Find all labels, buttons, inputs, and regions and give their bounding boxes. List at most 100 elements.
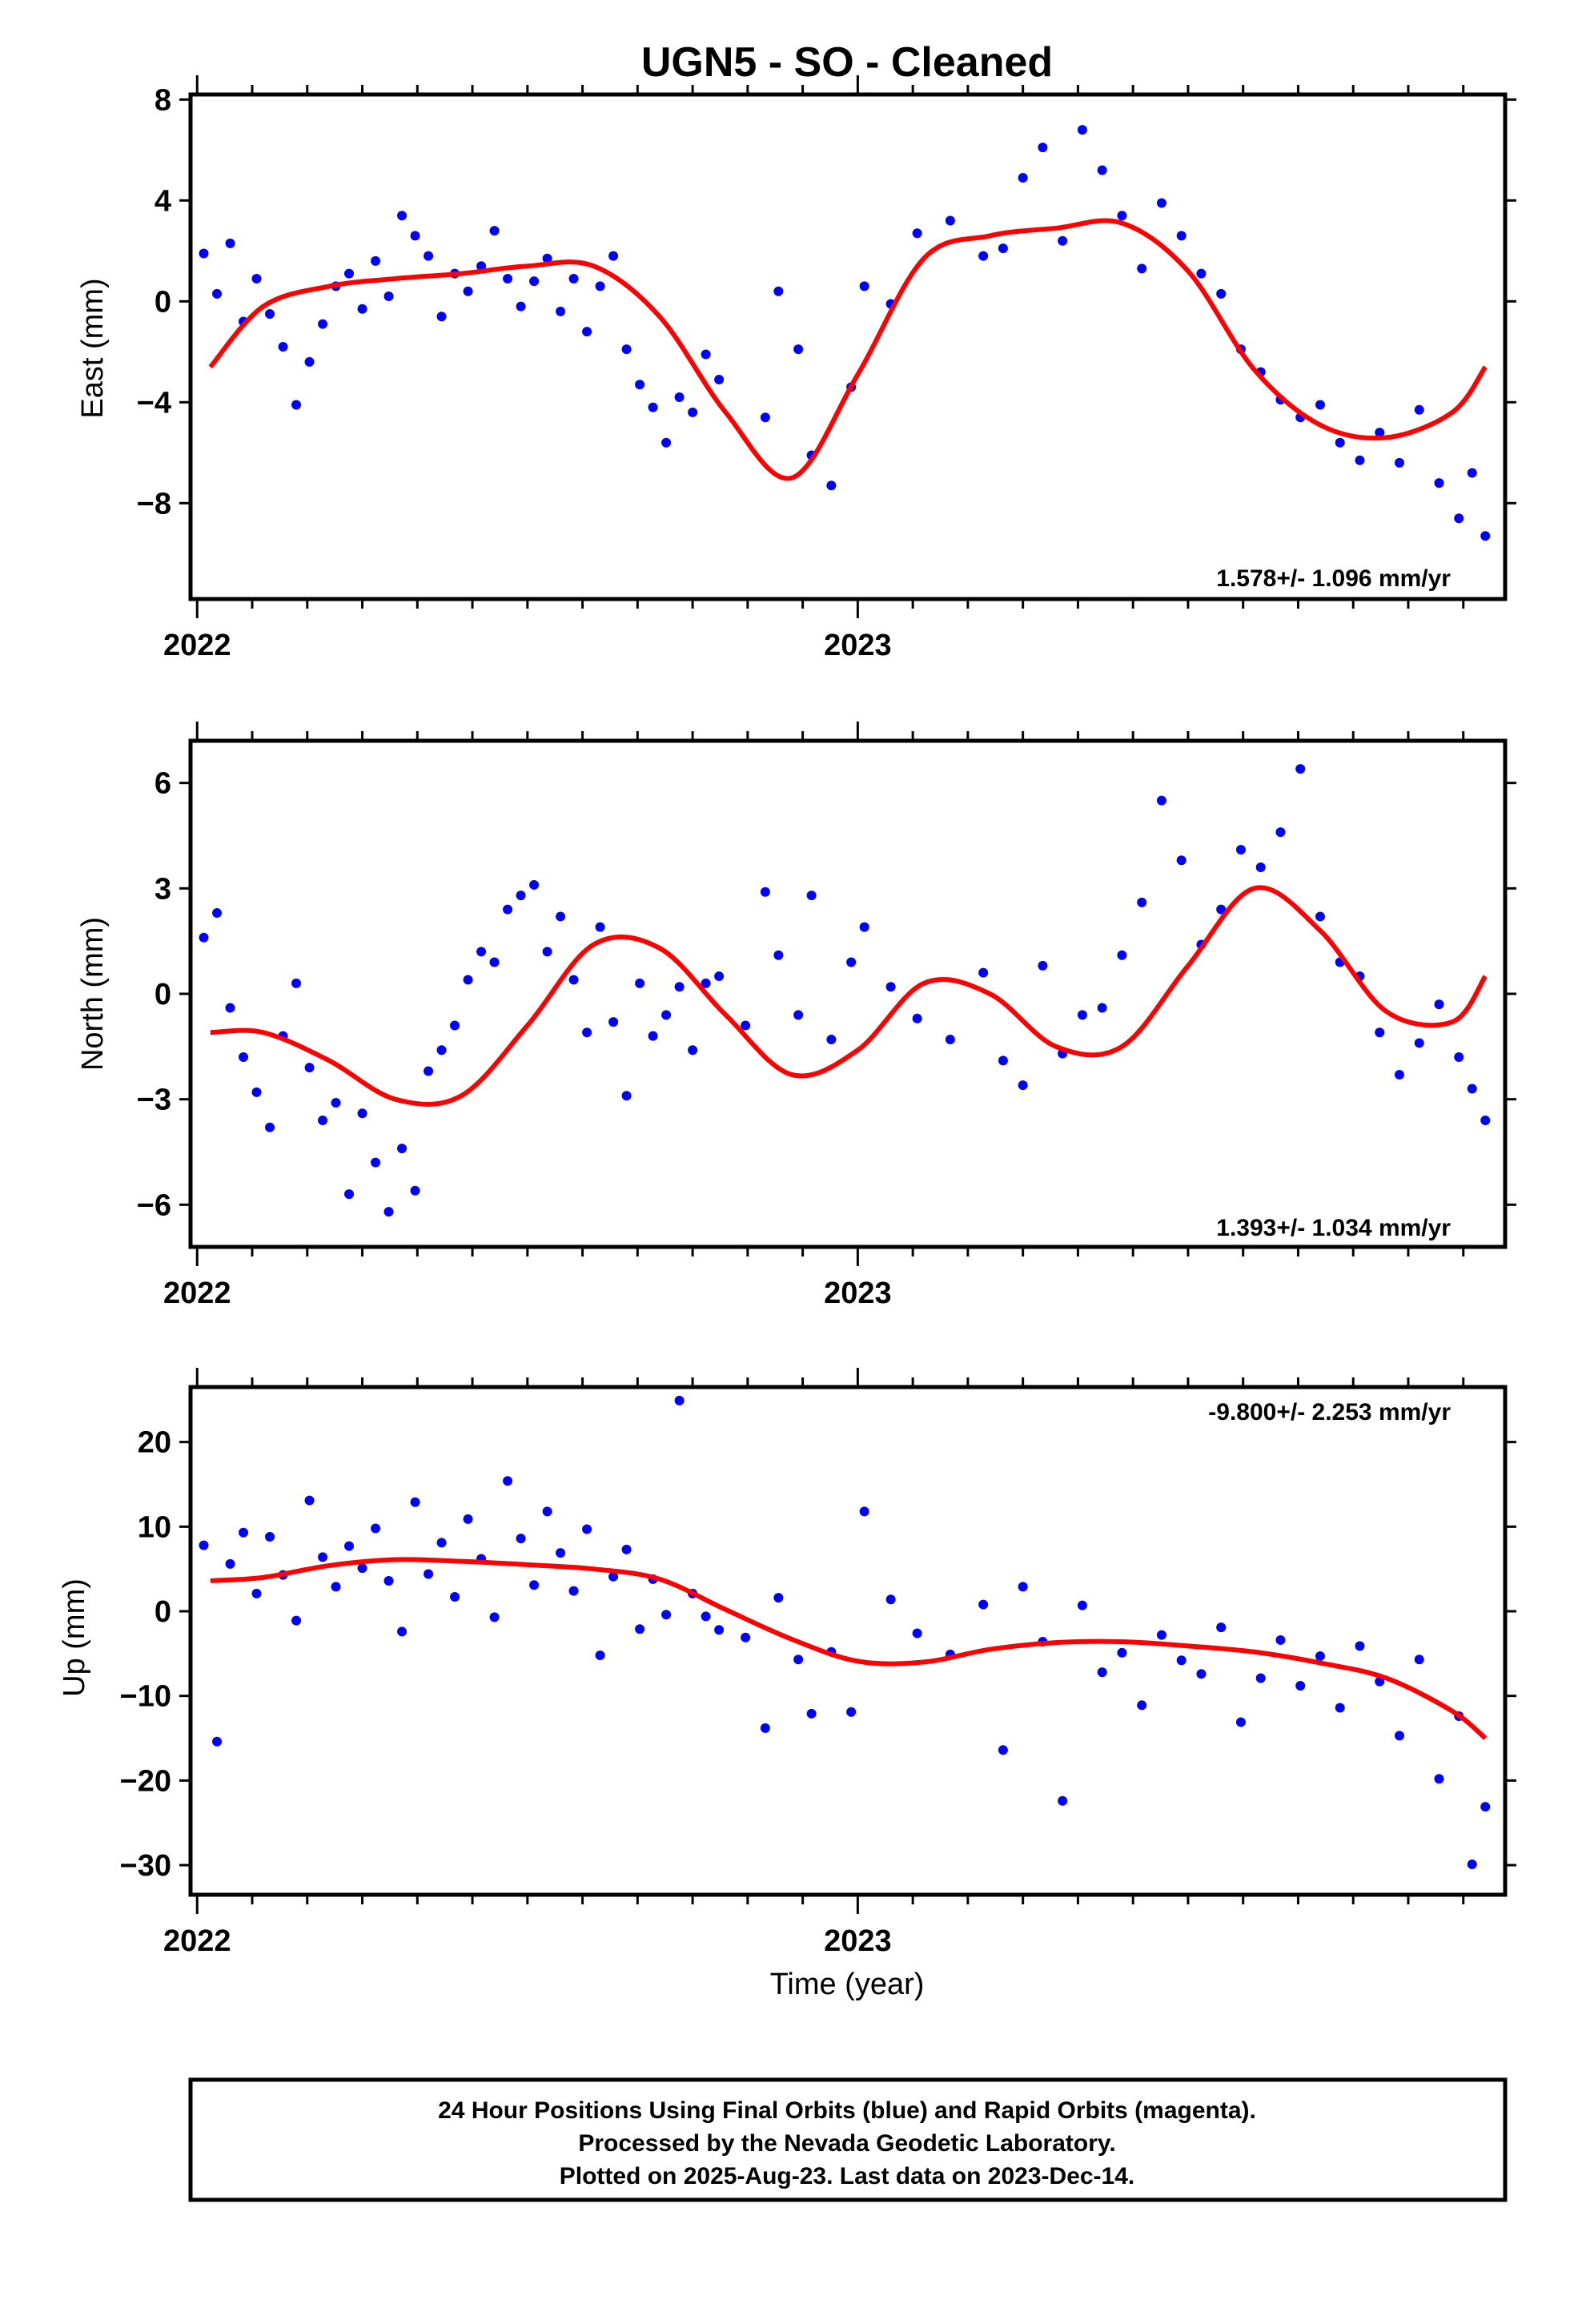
east-data-point (476, 261, 487, 271)
north-data-point (1156, 795, 1166, 806)
north-ytick-label: −3 (137, 1084, 171, 1117)
east-data-point (635, 380, 645, 390)
up-data-point (556, 1548, 566, 1558)
east-data-point (859, 281, 869, 292)
up-rate-label: -9.800+/- 2.253 mm/yr (1208, 1399, 1451, 1425)
east-data-point (529, 276, 540, 287)
east-data-point (1375, 428, 1385, 438)
north-data-point (424, 1066, 434, 1076)
east-data-point (1038, 143, 1048, 153)
east-data-point (661, 437, 672, 448)
north-xtick-label: 2023 (824, 1277, 892, 1310)
north-ticks (179, 722, 1516, 1266)
north-data-point (648, 1031, 658, 1041)
east-data-point (397, 211, 408, 221)
east-data-point (556, 306, 566, 316)
north-fit-curve (210, 885, 1488, 1107)
east-frame (188, 92, 1508, 601)
east-y-axis-label: East (mm) (76, 278, 110, 418)
east-data-point (503, 273, 513, 283)
up-data-point (516, 1534, 526, 1544)
east-data-point (773, 286, 784, 296)
up-data-point (371, 1523, 381, 1534)
north-data-point (1077, 1010, 1087, 1020)
north-data-point (826, 1035, 837, 1045)
east-data-point (1355, 455, 1365, 465)
up-data-point (463, 1514, 473, 1524)
north-data-point (1176, 855, 1186, 866)
up-frame (188, 1385, 1508, 1897)
east-data-point (1480, 531, 1491, 541)
up-data-point (251, 1588, 262, 1598)
north-data-point (199, 932, 209, 943)
east-data-point (383, 292, 394, 301)
north-data-point (701, 978, 711, 988)
north-data-point (291, 978, 302, 988)
north-data-point (912, 1013, 922, 1023)
north-data-point (1235, 845, 1246, 855)
east-ticks (179, 75, 1516, 618)
north-data-point (621, 1091, 632, 1101)
north-panel: 6 3 0 −3 −6 2022 2023 North (mm) 1.393+/- 1.03… (76, 722, 1516, 1310)
north-data-point (331, 1098, 341, 1108)
north-data-point (463, 975, 473, 985)
east-data-point (542, 253, 552, 263)
north-data-point (1295, 764, 1306, 774)
up-data-point (212, 1736, 223, 1747)
east-data-point (265, 309, 275, 320)
north-data-point (1137, 897, 1147, 907)
east-data-point (978, 251, 989, 261)
north-data-point (397, 1144, 408, 1154)
north-data-point (357, 1108, 367, 1119)
up-data-point (1176, 1655, 1186, 1666)
up-data-point (1156, 1630, 1166, 1640)
east-ytick-label: 0 (155, 285, 171, 319)
up-data-point (1235, 1717, 1246, 1727)
up-data-point (1058, 1795, 1068, 1806)
north-data-point (773, 950, 784, 960)
up-panel: 20 10 0 −10 −20 −30 2022 2023 Up (mm) -9.800+/-… (58, 1368, 1516, 1958)
north-data-point (806, 891, 817, 901)
up-data-point (424, 1569, 434, 1579)
up-ytick-label: 20 (138, 1426, 171, 1460)
north-data-point (945, 1035, 955, 1045)
east-ytick-label: 8 (155, 83, 171, 117)
east-fit-curve (208, 218, 1488, 481)
east-data-point (760, 412, 770, 423)
east-data-point (945, 215, 955, 226)
north-data-point (859, 922, 869, 932)
east-data-point (1058, 235, 1068, 246)
up-data-point (568, 1586, 579, 1596)
north-data-point (383, 1207, 394, 1217)
up-data-point (265, 1532, 275, 1542)
east-data-point (793, 344, 804, 355)
up-ytick-label: 10 (138, 1510, 171, 1544)
east-xtick-label: 2023 (824, 629, 892, 662)
east-data-point (410, 231, 420, 241)
north-data-point (1216, 904, 1227, 915)
north-data-point (542, 947, 552, 957)
east-data-point (714, 374, 725, 384)
east-data-point (278, 342, 288, 352)
up-data-point (1295, 1681, 1306, 1691)
east-data-point (1097, 165, 1107, 175)
north-data-point (489, 957, 500, 967)
up-data-point (199, 1540, 209, 1550)
east-ytick-label: −8 (137, 487, 171, 521)
east-data-point (826, 480, 837, 491)
up-data-point (978, 1599, 989, 1610)
north-data-point (1117, 950, 1127, 960)
up-xtick-label: 2023 (824, 1924, 892, 1958)
north-data-point (608, 1017, 619, 1027)
east-data-point (582, 327, 592, 337)
up-data-point (397, 1626, 408, 1637)
up-data-point (1467, 1859, 1477, 1869)
east-ytick-label: −4 (137, 386, 171, 420)
north-data-point (793, 1010, 804, 1020)
east-data-point (225, 238, 235, 248)
east-data-point (357, 304, 367, 314)
up-data-point (635, 1624, 645, 1634)
north-data-point (556, 911, 566, 922)
caption-line-3: Plotted on 2025-Aug-23. Last data on 202… (560, 2163, 1135, 2189)
